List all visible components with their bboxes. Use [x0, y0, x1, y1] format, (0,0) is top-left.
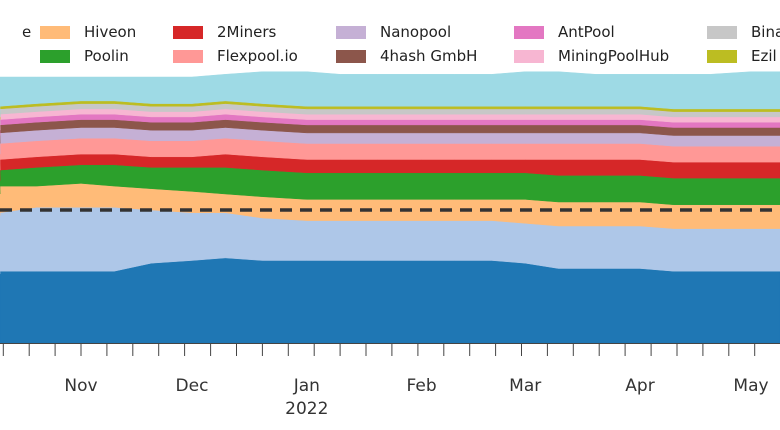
- legend-item-hiveon: Hiveon: [40, 21, 136, 43]
- legend-swatch: [514, 49, 544, 63]
- legend-item-flexpool: Flexpool.io: [173, 45, 298, 67]
- legend-item-2miners: 2Miners: [173, 21, 276, 43]
- legend: e Hiveon Poolin 2Miners Flexpool.io Nano…: [0, 0, 780, 76]
- legend-swatch: [40, 25, 70, 39]
- x-tick-label-apr: Apr: [625, 376, 654, 396]
- legend-item-partial: e: [0, 21, 31, 43]
- legend-swatch: [514, 25, 544, 39]
- x-tick-label-nov: Nov: [64, 376, 97, 396]
- legend-label: Poolin: [84, 47, 129, 65]
- legend-label: Nanopool: [380, 23, 452, 41]
- legend-swatch: [336, 25, 366, 39]
- legend-item-ezil: Ezil: [707, 45, 777, 67]
- x-tick-label-feb: Feb: [407, 376, 437, 396]
- legend-item-bina: Bina: [707, 21, 780, 43]
- x-axis-ticks: [2, 343, 756, 356]
- legend-item-poolin: Poolin: [40, 45, 129, 67]
- legend-label: Bina: [751, 23, 780, 41]
- legend-swatch: [40, 49, 70, 63]
- legend-swatch: [173, 49, 203, 63]
- legend-label: 2Miners: [217, 23, 277, 41]
- area-series-group: [0, 71, 780, 344]
- legend-swatch: [707, 25, 737, 39]
- legend-label: Flexpool.io: [217, 47, 298, 65]
- x-tick-year-label: 2022: [285, 399, 328, 419]
- x-tick-label-dec: Dec: [176, 376, 209, 396]
- x-tick-label-jan: Jan: [293, 376, 320, 396]
- legend-swatch: [336, 49, 366, 63]
- x-tick-label-may: May: [733, 376, 768, 396]
- legend-label: 4hash GmbH: [380, 47, 478, 65]
- legend-item-4hash: 4hash GmbH: [336, 45, 477, 67]
- legend-item-nanopool: Nanopool: [336, 21, 451, 43]
- legend-item-miningpoolhub: MiningPoolHub: [514, 45, 669, 67]
- legend-swatch: [173, 25, 203, 39]
- legend-label: MiningPoolHub: [558, 47, 670, 65]
- legend-swatch: [0, 25, 8, 39]
- legend-label: Hiveon: [84, 23, 137, 41]
- legend-item-antpool: AntPool: [514, 21, 615, 43]
- legend-label: AntPool: [558, 23, 615, 41]
- legend-label: Ezil: [751, 47, 777, 65]
- area-series-unlabeled-12: [0, 71, 780, 117]
- x-axis-tick-labels: Nov Dec Jan Feb Mar Apr May 2022: [64, 376, 768, 419]
- legend-label: e: [22, 23, 32, 41]
- legend-swatch: [707, 49, 737, 63]
- x-tick-label-mar: Mar: [509, 376, 541, 396]
